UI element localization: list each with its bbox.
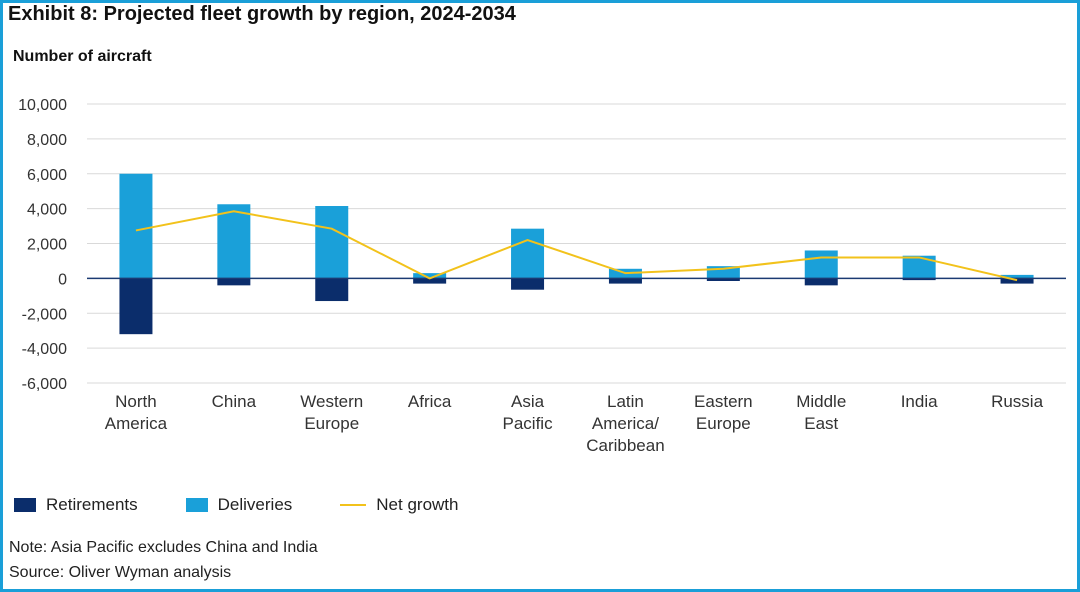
- category-label: Eastern: [694, 392, 753, 411]
- category-label: Pacific: [503, 414, 554, 433]
- bar-deliveries: [217, 204, 251, 279]
- bar-retirements: [1000, 278, 1034, 284]
- category-label: India: [901, 392, 938, 411]
- bar-deliveries: [119, 173, 153, 279]
- y-tick-label: -2,000: [22, 306, 67, 323]
- category-label: Western: [300, 392, 363, 411]
- bar-retirements: [804, 278, 838, 286]
- legend-label-deliveries: Deliveries: [217, 495, 293, 514]
- bar-retirements: [706, 278, 740, 281]
- retirements-swatch: [14, 498, 36, 512]
- legend: Retirements Deliveries Net growth: [14, 493, 506, 517]
- y-tick-label: 4,000: [27, 202, 67, 219]
- bar-retirements: [217, 278, 251, 286]
- category-label: North: [115, 392, 157, 411]
- source-note: Source: Oliver Wyman analysis: [9, 564, 232, 581]
- category-labels: North America China Western Europe Africa Asia…: [105, 392, 1044, 455]
- footnote: Note: Asia Pacific excludes China and In…: [9, 539, 318, 556]
- y-tick-label: -6,000: [22, 376, 67, 393]
- bar-retirements: [413, 278, 447, 284]
- legend-item-deliveries: Deliveries: [185, 495, 293, 515]
- deliveries-swatch: [185, 498, 208, 512]
- category-label: Europe: [696, 414, 751, 433]
- chart-title: Exhibit 8: Projected fleet growth by reg…: [8, 3, 516, 25]
- category-label: America/: [592, 414, 659, 433]
- y-tick-label: 10,000: [18, 97, 67, 114]
- bar-retirements: [608, 278, 642, 284]
- category-label: Caribbean: [586, 436, 664, 455]
- bar-retirements: [511, 278, 545, 290]
- bar-retirements: [119, 278, 153, 335]
- bar-deliveries: [413, 273, 447, 279]
- bar-deliveries: [511, 228, 545, 279]
- bar-deliveries: [804, 250, 838, 279]
- y-tick-label: -4,000: [22, 341, 67, 358]
- y-tick-label: 2,000: [27, 237, 67, 254]
- category-label: Middle: [796, 392, 846, 411]
- category-label: Africa: [408, 392, 452, 411]
- y-tick-labels: 10,000 8,000 6,000 4,000 2,000 0 -2,000 -4,000 -…: [18, 97, 67, 393]
- y-tick-label: 6,000: [27, 167, 67, 184]
- legend-item-net-growth: Net growth: [340, 495, 458, 515]
- y-tick-label: 0: [58, 271, 67, 288]
- bar-retirements: [315, 278, 349, 302]
- bar-deliveries: [902, 255, 936, 279]
- bars: [119, 173, 1034, 335]
- category-label: America: [105, 414, 168, 433]
- bar-deliveries: [315, 206, 349, 279]
- legend-item-retirements: Retirements: [14, 495, 138, 515]
- category-label: East: [804, 414, 838, 433]
- category-label: Asia: [511, 392, 545, 411]
- net-growth-swatch: [340, 504, 367, 506]
- bar-deliveries: [1000, 274, 1034, 279]
- legend-label-retirements: Retirements: [46, 495, 138, 514]
- y-axis-label: Number of aircraft: [13, 48, 152, 65]
- bar-retirements: [902, 278, 936, 281]
- category-label: Russia: [991, 392, 1044, 411]
- chart-plot: 10,000 8,000 6,000 4,000 2,000 0 -2,000 -4,000 -…: [18, 97, 1066, 455]
- net-growth-line-group: [135, 210, 1018, 282]
- category-label: China: [212, 392, 257, 411]
- legend-label-net-growth: Net growth: [376, 495, 459, 514]
- net-growth-line: [135, 210, 1018, 282]
- category-label: Europe: [304, 414, 359, 433]
- category-label: Latin: [607, 392, 644, 411]
- y-tick-label: 8,000: [27, 132, 67, 149]
